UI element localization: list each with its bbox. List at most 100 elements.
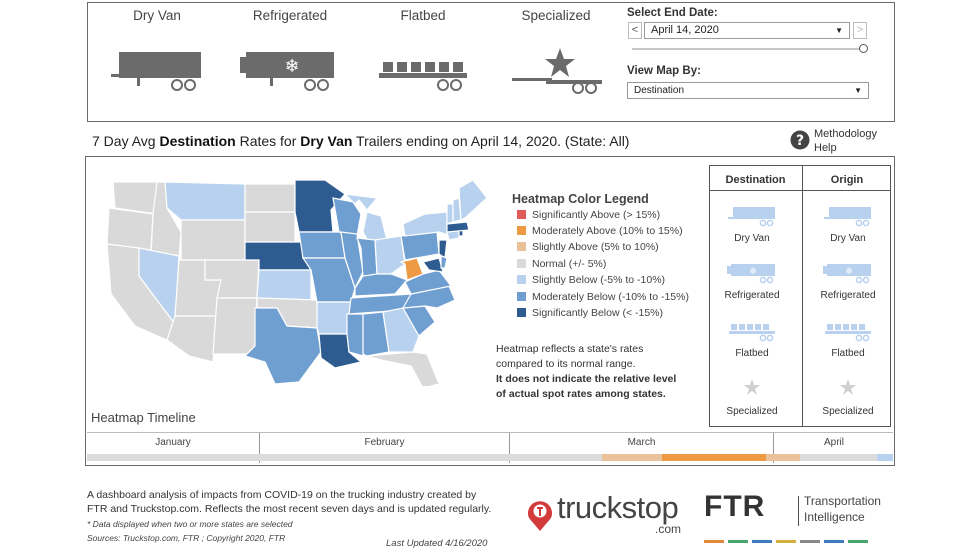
next-date-button[interactable]: > <box>853 22 867 39</box>
state-mt <box>164 181 246 221</box>
ftr-tagline-1: Transportation <box>804 494 881 508</box>
dry-van-trailer-icon <box>111 52 201 91</box>
flatbed-trailer-icon <box>379 62 467 91</box>
legend-swatch <box>517 210 526 219</box>
state-ar <box>316 301 352 335</box>
legend-item-moderately-above: Moderately Above (10% to 15%) <box>517 224 683 238</box>
timeline-month-march: March <box>627 437 656 448</box>
timeline-segment-slightly-below[interactable] <box>877 454 893 461</box>
state-md <box>421 257 444 273</box>
chevron-down-icon: ▼ <box>854 86 862 95</box>
page-title: 7 Day Avg Destination Rates for Dry Van … <box>92 133 630 149</box>
trailer-label-refrigerated: Refrigerated <box>252 8 328 23</box>
state-ms <box>346 313 364 357</box>
state-fl <box>366 351 440 386</box>
end-date-value: April 14, 2020 <box>651 24 719 36</box>
legend-swatch <box>517 275 526 284</box>
legend-item-moderately-below: Moderately Below (-10% to -15%) <box>517 290 689 304</box>
state-ia <box>298 231 346 259</box>
state-ma <box>446 221 470 233</box>
state-mn <box>294 179 346 233</box>
state-nm <box>212 297 258 355</box>
legend-swatch <box>517 259 526 268</box>
origin-specialized-button[interactable]: Specialized <box>804 378 892 417</box>
ftr-wordmark: FTR <box>704 490 766 523</box>
truckstop-wordmark: truckstop <box>557 490 679 525</box>
state-nd <box>244 183 296 213</box>
destination-refrigerated-button[interactable]: ❄ Refrigerated <box>708 262 796 301</box>
origin-refrigerated-button[interactable]: ❄ Refrigerated <box>804 262 892 301</box>
state-tx <box>243 307 322 385</box>
heatmap-note: Heatmap reflects a state's rates compare… <box>496 343 677 400</box>
flatbed-trailer-icon <box>729 324 775 342</box>
side-panel-divider <box>802 165 803 427</box>
timeline-month-february: February <box>364 437 405 448</box>
origin-dry-van-button[interactable]: Dry Van <box>804 205 892 244</box>
date-slider-track[interactable] <box>632 48 864 50</box>
state-il <box>340 231 364 290</box>
end-date-select[interactable]: April 14, 2020 ▼ <box>644 22 850 39</box>
origin-flatbed-button[interactable]: Flatbed <box>804 320 892 359</box>
timeline-segment-slightly-above[interactable] <box>766 454 800 461</box>
view-map-select[interactable]: Destination ▼ <box>627 82 869 99</box>
truckstop-logo-icon <box>528 501 552 531</box>
destination-dry-van-button[interactable]: Dry Van <box>708 205 796 244</box>
state-nj <box>438 239 448 260</box>
trailer-option-specialized[interactable]: Specialized <box>496 6 616 102</box>
dry-van-trailer-icon <box>824 207 871 227</box>
svg-text:❄: ❄ <box>749 267 757 277</box>
specialized-trailer-icon <box>744 379 760 395</box>
specialized-trailer-icon <box>840 379 856 395</box>
legend-swatch <box>517 242 526 251</box>
legend-swatch <box>517 226 526 235</box>
flatbed-trailer-icon <box>825 324 871 342</box>
dry-van-trailer-icon <box>728 207 775 227</box>
end-date-label: Select End Date: <box>627 7 718 19</box>
timeline-segment-moderately-above[interactable] <box>662 454 766 461</box>
destination-flatbed-button[interactable]: Flatbed <box>708 320 796 359</box>
state-ga <box>382 307 420 353</box>
svg-text:?: ? <box>796 133 804 149</box>
us-heatmap[interactable] <box>105 176 495 386</box>
legend-item-slightly-above: Slightly Above (5% to 10%) <box>517 240 659 254</box>
legend-item-normal: Normal (+/- 5%) <box>517 257 606 271</box>
trailer-option-dry-van[interactable]: Dry Van <box>97 6 217 102</box>
state-ks <box>256 269 312 301</box>
trailer-option-flatbed[interactable]: Flatbed <box>363 6 483 102</box>
trailer-label-flatbed: Flatbed <box>400 8 446 23</box>
ftr-logo: FTR Transportation Intelligence <box>704 490 896 543</box>
destination-specialized-button[interactable]: Specialized <box>708 378 796 417</box>
ftr-divider <box>798 496 799 526</box>
timeline-bar[interactable] <box>87 454 893 461</box>
origin-header: Origin <box>830 174 864 186</box>
refrigerated-trailer-icon: ❄ <box>240 52 334 91</box>
help-question-icon: ? <box>790 130 810 150</box>
timeline-divider <box>509 433 510 463</box>
state-or <box>106 207 154 251</box>
refrigerated-trailer-icon: ❄ <box>727 264 775 284</box>
state-al <box>362 311 390 357</box>
footer-last-updated: Last Updated 4/16/2020 <box>386 538 488 549</box>
prev-date-button[interactable]: < <box>628 22 642 39</box>
state-de <box>440 255 448 269</box>
legend-title: Heatmap Color Legend <box>512 192 649 206</box>
footer-asterisk-note: * Data displayed when two or more states… <box>87 519 293 529</box>
destination-header: Destination <box>725 174 786 186</box>
help-label: Help <box>814 142 837 154</box>
state-oh <box>374 235 406 275</box>
svg-text:❄: ❄ <box>845 267 853 277</box>
truckstop-logo: truckstop .com <box>525 490 695 536</box>
side-panel-header-line <box>709 190 891 191</box>
timeline-top-rule <box>87 432 893 433</box>
date-slider-handle[interactable] <box>859 44 868 53</box>
legend-swatch <box>517 292 526 301</box>
truckstop-domain: .com <box>655 522 682 536</box>
state-wi <box>332 197 362 237</box>
trailer-option-refrigerated[interactable]: Refrigerated ❄ <box>230 6 350 102</box>
trailer-label-specialized: Specialized <box>521 8 591 23</box>
legend-swatch <box>517 308 526 317</box>
timeline-month-january: January <box>155 437 191 448</box>
methodology-help-button[interactable]: ? Methodology Help <box>790 128 890 156</box>
timeline-segment-slightly-above[interactable] <box>602 454 662 461</box>
state-vt <box>446 203 454 225</box>
